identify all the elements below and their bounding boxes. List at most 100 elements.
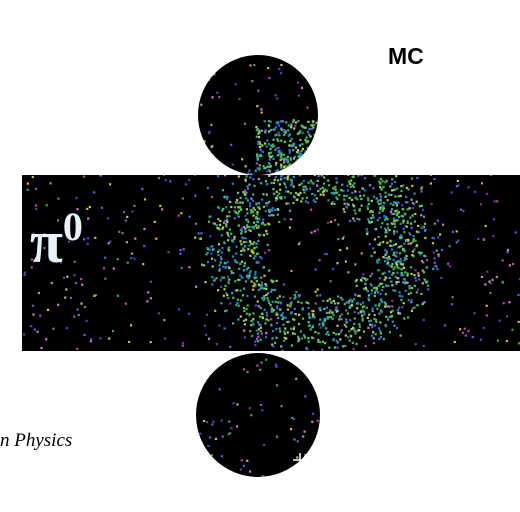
hit [315, 268, 317, 270]
hit [250, 198, 252, 200]
hit [399, 382, 401, 384]
hit [418, 275, 420, 277]
hit [284, 196, 286, 198]
hit [155, 238, 157, 240]
hit [251, 80, 253, 82]
hit [295, 313, 297, 315]
hit [360, 311, 362, 313]
hit [452, 231, 454, 233]
hit [133, 258, 135, 260]
hit [203, 264, 205, 266]
hit [454, 341, 456, 343]
hit [275, 197, 277, 199]
hit [203, 140, 205, 142]
hit [278, 68, 280, 70]
hit [345, 260, 347, 262]
hit [242, 202, 244, 204]
page: MC π0 n Physics (() => { const data = JS… [0, 0, 520, 512]
hit [380, 226, 382, 228]
hit [318, 323, 320, 325]
hit [139, 464, 141, 466]
hit [379, 193, 381, 195]
hit [73, 170, 75, 172]
hit [486, 457, 488, 459]
hit [198, 232, 200, 234]
hit [336, 181, 338, 183]
hit [320, 427, 322, 429]
hit [411, 185, 413, 187]
hit [243, 465, 245, 467]
hit [399, 246, 401, 248]
hit [264, 131, 266, 133]
hit [287, 156, 289, 158]
hit [235, 253, 237, 255]
hit [257, 157, 259, 159]
hit [221, 258, 223, 260]
hit [469, 142, 471, 144]
hit [372, 159, 374, 161]
hit [257, 143, 259, 145]
hit [277, 195, 279, 197]
hit [207, 69, 209, 71]
hit [297, 169, 299, 171]
hit [451, 429, 453, 431]
hit [352, 217, 354, 219]
hit [281, 129, 283, 131]
hit [463, 107, 465, 109]
hit [267, 223, 269, 225]
hit [365, 279, 367, 281]
hit [303, 191, 305, 193]
hit [277, 140, 279, 142]
hit [382, 286, 384, 288]
hit [411, 178, 413, 180]
hit [367, 208, 369, 210]
hit [381, 222, 383, 224]
hit [280, 178, 282, 180]
hit [45, 421, 47, 423]
hit [209, 156, 211, 158]
hit [100, 337, 102, 339]
hit [280, 314, 282, 316]
hit [387, 285, 389, 287]
hit [93, 99, 95, 101]
hit [271, 173, 273, 175]
hit [347, 439, 349, 441]
hit [325, 79, 327, 81]
hit [263, 267, 265, 269]
hit [236, 246, 238, 248]
hit [258, 225, 260, 227]
hit [313, 167, 315, 169]
hit [140, 115, 142, 117]
hit [333, 203, 335, 205]
hit [355, 147, 357, 149]
hit [84, 306, 86, 308]
hit [272, 280, 274, 282]
hit [178, 462, 180, 464]
hit [308, 321, 310, 323]
hit [371, 307, 373, 309]
hit [374, 314, 376, 316]
hit [259, 143, 261, 145]
hit [338, 352, 340, 354]
hit [347, 271, 349, 273]
hit [73, 316, 75, 318]
hit [240, 254, 242, 256]
hit [317, 150, 319, 152]
hit [378, 372, 380, 374]
hit [402, 222, 404, 224]
hit [147, 291, 149, 293]
hit [263, 234, 265, 236]
hit [133, 205, 135, 207]
hit [400, 185, 402, 187]
hit [134, 418, 136, 420]
hit [83, 56, 85, 58]
hit [234, 206, 236, 208]
hit [381, 289, 383, 291]
hit [263, 167, 265, 169]
hit [481, 276, 483, 278]
hit [228, 433, 230, 435]
hit [423, 418, 425, 420]
hit [360, 198, 362, 200]
hit [311, 156, 313, 158]
hit [369, 67, 371, 69]
